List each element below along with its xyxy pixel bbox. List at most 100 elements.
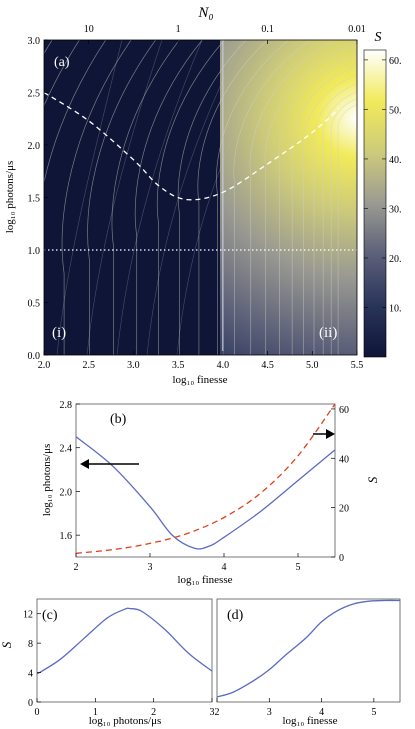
tick-label: 2.0 xyxy=(38,360,51,371)
left-axis-arrow xyxy=(80,459,139,469)
tick-label: 5 xyxy=(371,707,376,718)
plot-frame-b xyxy=(75,403,336,558)
x-axis-label: log₁₀ photons/μs xyxy=(89,715,162,727)
tick-label: 0 xyxy=(339,553,344,564)
top-axis-label: N₀ xyxy=(197,5,213,21)
tick-label: 4.5 xyxy=(261,360,274,371)
tick-label: 10 xyxy=(84,24,94,35)
tick-label: 2 xyxy=(151,707,156,718)
y-axis-ticks: 0 4 8 12 xyxy=(23,610,41,709)
series-line xyxy=(216,599,401,698)
contour-line xyxy=(177,40,247,355)
tick-label: 5.0 xyxy=(306,360,319,371)
tick-label: 2.4 xyxy=(60,444,73,455)
contour-line xyxy=(61,40,132,355)
contour-line xyxy=(111,40,180,355)
optimum-curve-line xyxy=(44,91,340,201)
reference-lines xyxy=(44,40,357,355)
panel-b: 2 3 4 5 1.6 2.0 2.4 2.8 0 20 40 60 (b) log₁₀ fine… xyxy=(41,400,380,586)
tick-label: 3 xyxy=(267,707,272,718)
contour-line xyxy=(216,40,290,355)
contour-line xyxy=(322,91,357,355)
tick-label: 1 xyxy=(93,707,98,718)
colorbar: 10. 20. 30. 40. 50. 60. S xyxy=(363,30,402,358)
x-axis-label: log₁₀ finesse xyxy=(177,574,232,586)
series-line xyxy=(36,607,213,675)
contour-line xyxy=(264,42,357,355)
tick-label: 2.5 xyxy=(28,89,41,100)
panel-label-c: (c) xyxy=(42,608,58,623)
right-axis-arrow xyxy=(313,429,335,439)
tick-label: 4 xyxy=(222,562,227,573)
contour-line xyxy=(302,74,357,355)
tick-label: 3.0 xyxy=(28,36,41,47)
tick-label: 40 xyxy=(339,454,349,465)
tick-label: 20 xyxy=(339,504,349,515)
tick-label: 3 xyxy=(148,562,153,573)
tick-label: 0.1 xyxy=(261,24,274,35)
colorbar-label: S xyxy=(375,30,382,45)
contour-line xyxy=(278,54,357,355)
tick-label: 2.8 xyxy=(60,400,73,411)
tick-label: 4 xyxy=(28,669,33,680)
tick-label: 60 xyxy=(339,405,349,416)
tick-label: 3 xyxy=(210,707,215,718)
x-axis-label: log₁₀ finesse xyxy=(282,715,337,727)
panel-a: 2.0 2.5 3.0 3.5 4.0 4.5 5.0 5.5 0.0 0.5 1.0 1.5 2.0… xyxy=(4,5,366,386)
tick-label: 8 xyxy=(28,639,33,650)
contour-line xyxy=(134,40,203,355)
contour-line xyxy=(330,98,357,355)
region-label-i: (i) xyxy=(52,325,66,341)
plot-frame-d xyxy=(216,598,401,703)
tick-label: 0.5 xyxy=(28,299,41,310)
series-lines xyxy=(36,607,213,675)
contour-lines xyxy=(44,40,357,355)
tick-label: 2.0 xyxy=(28,141,41,152)
tick-label: 2.5 xyxy=(82,360,95,371)
x-axis-ticks: 2.0 2.5 3.0 3.5 4.0 4.5 5.0 5.5 xyxy=(38,351,364,371)
tick-label: 0 xyxy=(28,698,33,709)
region-label-ii: (ii) xyxy=(319,325,337,341)
tick-label: 2.0 xyxy=(60,487,73,498)
panel-d: 2 3 4 5 (d) log₁₀ finesse xyxy=(215,598,401,727)
tick-label: 2 xyxy=(215,707,220,718)
y-axis-ticks-right: 0 20 40 60 xyxy=(331,405,349,564)
colorbar-ticks: 10. 20. 30. 40. 50. 60. xyxy=(364,56,402,314)
x-axis-ticks: 2 3 4 5 xyxy=(74,553,301,573)
contour-line xyxy=(249,40,336,355)
tick-label: 60. xyxy=(389,56,402,67)
contour-line xyxy=(86,40,163,355)
x-axis-ticks: 0 1 2 3 xyxy=(35,698,215,718)
contour-line xyxy=(56,40,123,355)
tick-label: 20. xyxy=(389,254,402,265)
contour-line xyxy=(116,40,203,355)
contour-line xyxy=(291,64,357,355)
y-axis-ticks-left: 1.6 2.0 2.4 2.8 xyxy=(60,400,80,542)
contour-line xyxy=(337,104,357,355)
contour-line xyxy=(146,40,243,355)
tick-label: 4.0 xyxy=(217,360,230,371)
tick-label: 12 xyxy=(23,610,33,621)
tick-label: 1.6 xyxy=(60,531,73,542)
series-lines xyxy=(216,599,401,698)
series-lines xyxy=(75,403,336,554)
x-axis-ticks: 2 3 4 5 xyxy=(215,698,376,718)
tick-label: 5.5 xyxy=(351,360,364,371)
tick-label: 3.0 xyxy=(127,360,140,371)
top-axis-ticks: 10 1 0.1 0.01 xyxy=(84,24,366,44)
tick-label: 2 xyxy=(74,562,79,573)
y-axis-label: log₁₀ photons/μs xyxy=(41,444,53,517)
tick-label: 1.0 xyxy=(28,246,41,257)
heatmap-gradient xyxy=(220,40,357,355)
tick-label: 30. xyxy=(389,204,402,215)
tick-label: 4 xyxy=(319,707,324,718)
y-axis-label: log₁₀ photons/μs xyxy=(4,161,16,234)
contour-line xyxy=(233,40,312,355)
series-line-left xyxy=(75,436,336,550)
panel-label-d: (d) xyxy=(227,608,244,623)
tick-label: 3.5 xyxy=(172,360,185,371)
tick-label: 40. xyxy=(389,155,402,166)
tick-label: 1.5 xyxy=(28,194,41,205)
y-axis-ticks: 0.0 0.5 1.0 1.5 2.0 2.5 3.0 xyxy=(28,36,48,362)
